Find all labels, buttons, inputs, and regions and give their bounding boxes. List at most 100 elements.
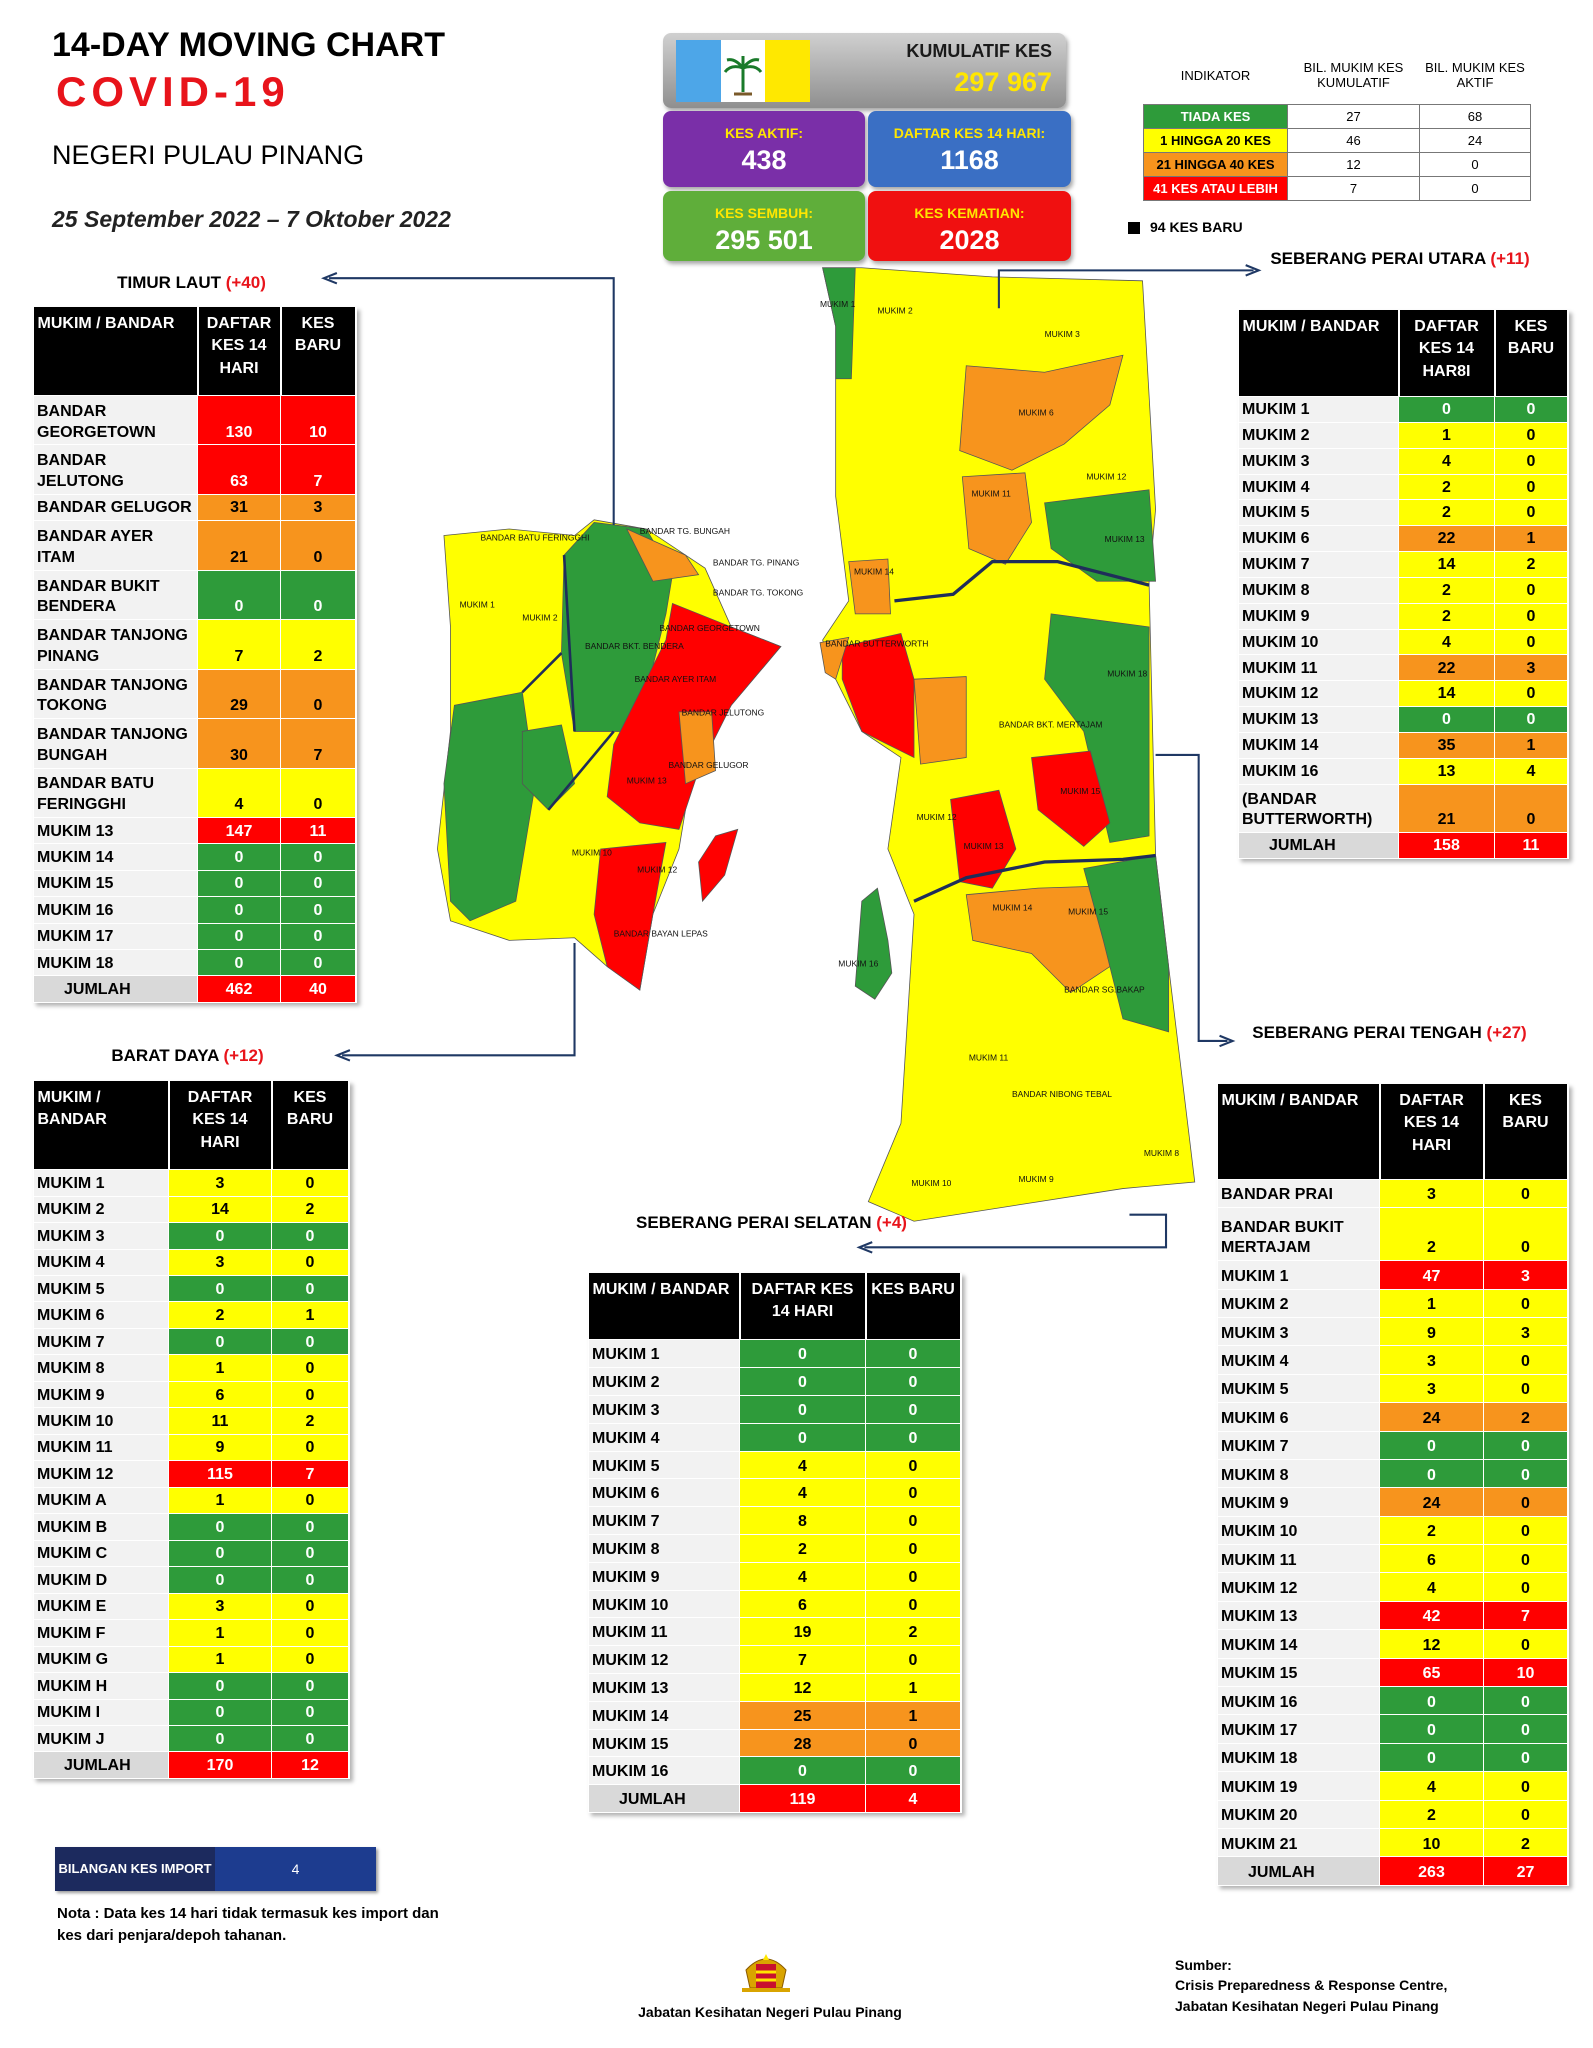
area-name: MUKIM 5 bbox=[1238, 499, 1399, 527]
area-name: MUKIM 1 bbox=[33, 1169, 169, 1197]
new-cases: 0 bbox=[271, 1433, 349, 1462]
column-header: KES BARU bbox=[1494, 310, 1569, 397]
recovered-value: 295 501 bbox=[715, 225, 813, 255]
new-cases: 10 bbox=[280, 394, 356, 446]
source-line: Crisis Preparedness & Response Centre, bbox=[1175, 1977, 1448, 1994]
total-cases: 170 bbox=[168, 1751, 272, 1779]
data-row: MUKIM 13 12 1 bbox=[588, 1672, 961, 1702]
area-name: MUKIM 15 bbox=[588, 1728, 740, 1758]
map-label: MUKIM 13 bbox=[1105, 534, 1145, 544]
cases-14-day: 4 bbox=[739, 1561, 866, 1591]
cases-14-day: 4 bbox=[1398, 628, 1495, 656]
district-name: SEBERANG PERAI UTARA bbox=[1270, 249, 1486, 268]
map-label: BANDAR TG. BUNGAH bbox=[640, 526, 730, 536]
area-name: MUKIM C bbox=[33, 1539, 169, 1568]
area-name: MUKIM 3 bbox=[1217, 1316, 1380, 1347]
data-row: BANDAR GEORGETOWN 130 10 bbox=[33, 394, 356, 446]
note: Nota : Data kes 14 hari tidak termasuk k… bbox=[57, 1905, 439, 1944]
cases-14-day: 2 bbox=[739, 1533, 866, 1563]
footer: Jabatan Kesihatan Negeri Pulau Pinang bbox=[638, 2004, 902, 2020]
cases-14-day: 28 bbox=[739, 1728, 866, 1758]
new-cases: 0 bbox=[865, 1422, 961, 1452]
area-name: MUKIM J bbox=[33, 1724, 169, 1753]
new-cases: 0 bbox=[1494, 421, 1568, 449]
area-name: MUKIM 9 bbox=[1238, 602, 1399, 630]
data-row: BANDAR BUKIT MERTAJAM 2 0 bbox=[1217, 1206, 1568, 1262]
new-cases: 0 bbox=[280, 843, 356, 871]
cases-14-day: 0 bbox=[739, 1339, 866, 1369]
area-name: MUKIM 13 bbox=[588, 1672, 740, 1702]
district-table: MUKIM / BANDAR DAFTAR KES 14 HARI KES BARU… bbox=[1217, 1084, 1569, 1886]
area-name: MUKIM 12 bbox=[588, 1645, 740, 1674]
indicator-label: TIADA KES bbox=[1143, 104, 1288, 129]
new-cases: 0 bbox=[1483, 1430, 1568, 1460]
cases-14-day: 0 bbox=[168, 1672, 272, 1700]
data-row: MUKIM 20 2 0 bbox=[1217, 1799, 1568, 1830]
cases-14-day: 4 bbox=[1379, 1572, 1484, 1602]
new-cases: 0 bbox=[1483, 1178, 1568, 1208]
cases-14-day: 1 bbox=[1379, 1288, 1484, 1318]
data-row: MUKIM 19 4 0 bbox=[1217, 1771, 1568, 1801]
cases-14-day: 0 bbox=[197, 922, 281, 950]
map-label: MUKIM 14 bbox=[854, 567, 894, 577]
new-cases: 0 bbox=[865, 1478, 961, 1508]
cases-14-day: 0 bbox=[168, 1566, 272, 1594]
cases-14-day: 11 bbox=[168, 1407, 272, 1435]
data-row: MUKIM 15 65 10 bbox=[1217, 1657, 1568, 1688]
data-row: MUKIM 18 0 0 bbox=[33, 948, 356, 977]
data-row: MUKIM 16 13 4 bbox=[1238, 757, 1568, 785]
area-name: MUKIM 21 bbox=[1217, 1827, 1380, 1858]
data-row: MUKIM 14 25 1 bbox=[588, 1700, 961, 1730]
district-table: MUKIM / BANDAR DAFTAR KES 14 HARI KES BARU… bbox=[33, 307, 357, 1003]
data-row: MUKIM 12 7 0 bbox=[588, 1645, 961, 1674]
new-cases: 2 bbox=[271, 1195, 349, 1224]
cases-14-day: 4 bbox=[739, 1450, 866, 1480]
active-label: KES AKTIF: bbox=[724, 125, 804, 141]
new-cases: 3 bbox=[1483, 1260, 1568, 1290]
data-row: MUKIM 18 0 0 bbox=[1217, 1742, 1568, 1773]
area-name: MUKIM 11 bbox=[33, 1433, 169, 1462]
cases-14-day: 2 bbox=[1398, 576, 1495, 604]
total-cases: 263 bbox=[1379, 1856, 1484, 1886]
new-cases: 3 bbox=[1494, 654, 1568, 682]
data-row: BANDAR JELUTONG 63 7 bbox=[33, 444, 356, 495]
area-name: MUKIM 7 bbox=[1238, 551, 1399, 578]
data-row: MUKIM 2 14 2 bbox=[33, 1195, 349, 1224]
data-row: MUKIM 11 6 0 bbox=[1217, 1544, 1568, 1574]
cumulative-label: KUMULATIF KES bbox=[906, 41, 1052, 61]
map-label: MUKIM 13 bbox=[964, 841, 1004, 851]
new-cases: 7 bbox=[280, 718, 356, 769]
list14-label: DAFTAR KES 14 HARI: bbox=[893, 125, 1046, 141]
data-row: MUKIM 11 9 0 bbox=[33, 1433, 349, 1462]
header-row: MUKIM / BANDAR DAFTAR KES 14 HARI KES BARU bbox=[1217, 1084, 1569, 1180]
map-label: MUKIM 8 bbox=[1144, 1148, 1180, 1158]
cases-14-day: 1 bbox=[168, 1619, 272, 1647]
cases-14-day: 0 bbox=[739, 1367, 866, 1396]
area-name: MUKIM 19 bbox=[1217, 1771, 1380, 1801]
area-name: MUKIM 8 bbox=[588, 1533, 740, 1563]
area-name: MUKIM 18 bbox=[1217, 1742, 1380, 1773]
cases-14-day: 0 bbox=[739, 1756, 866, 1786]
cases-14-day: 2 bbox=[1379, 1515, 1484, 1546]
cases-14-day: 22 bbox=[1398, 654, 1495, 682]
new-cases: 0 bbox=[865, 1533, 961, 1563]
header-row: MUKIM / BANDAR DAFTAR KES 14 HARI KES BARU bbox=[33, 1081, 350, 1170]
map-label: MUKIM 18 bbox=[1107, 669, 1147, 679]
new-cases: 0 bbox=[271, 1619, 349, 1647]
header-row: MUKIM / BANDAR DAFTAR KES 14 HARI KES BARU bbox=[588, 1273, 962, 1340]
map-label: BANDAR AYER ITAM bbox=[635, 674, 717, 684]
cases-14-day: 25 bbox=[739, 1700, 866, 1730]
cases-14-day: 3 bbox=[1379, 1345, 1484, 1375]
cases-14-day: 22 bbox=[1398, 525, 1495, 553]
data-row: MUKIM 10 4 0 bbox=[1238, 628, 1568, 656]
data-row: MUKIM 12 115 7 bbox=[33, 1460, 349, 1488]
indicator-row: TIADA KES 27 68 bbox=[1143, 104, 1531, 129]
column-header: MUKIM / BANDAR bbox=[33, 307, 199, 396]
new-cases: 0 bbox=[1494, 447, 1568, 475]
